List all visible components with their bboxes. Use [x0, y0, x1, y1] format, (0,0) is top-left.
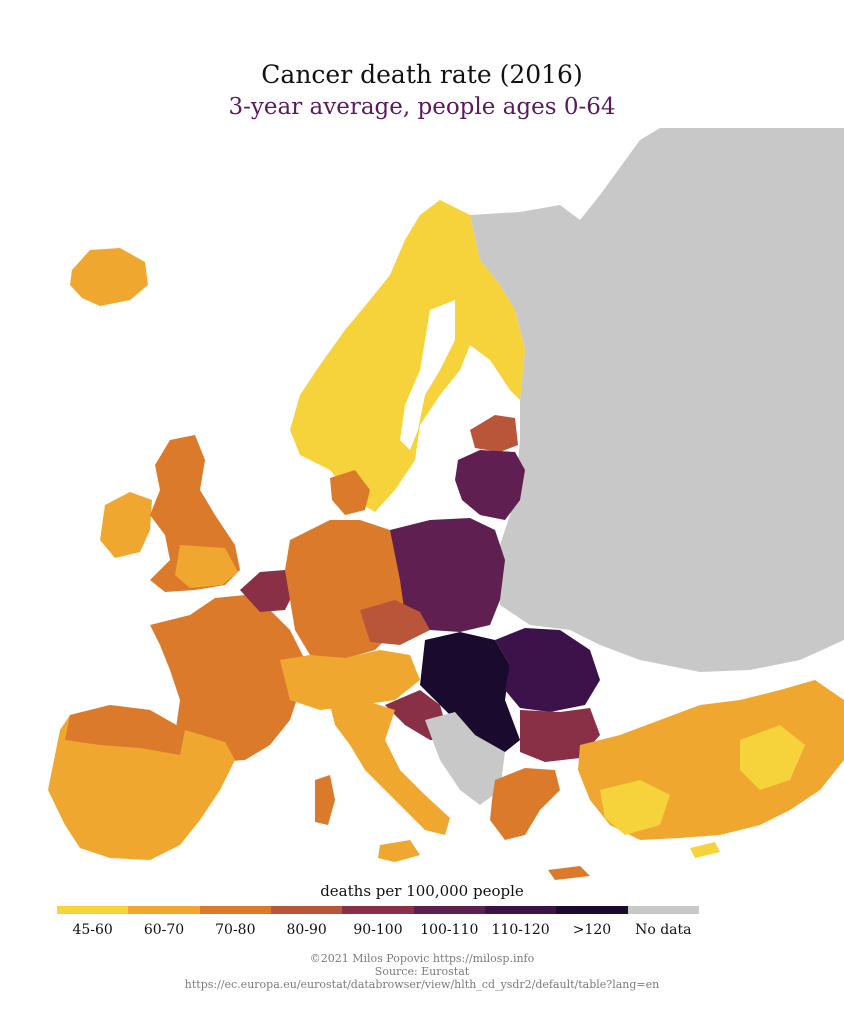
credits: ©2021 Milos Popovic https://milosp.info …	[0, 952, 844, 991]
region-france	[150, 595, 305, 762]
legend-label: 100-110	[420, 922, 479, 938]
region-latvia-lithuania	[455, 450, 525, 520]
legend-label: >120	[572, 922, 612, 938]
region-eastern-europe-nodata	[470, 128, 844, 672]
legend-swatch	[627, 906, 699, 914]
legend-label: 70-80	[215, 922, 256, 938]
credit-url: https://ec.europa.eu/eurostat/databrowse…	[184, 978, 660, 991]
region-sicily	[378, 840, 420, 862]
region-cyprus	[690, 842, 720, 858]
region-ireland	[100, 492, 152, 558]
region-benelux	[240, 570, 295, 612]
baltic-sea	[400, 300, 455, 450]
region-hungary-serbia	[420, 632, 520, 752]
legend-label: 60-70	[143, 922, 185, 938]
legend-swatch	[128, 906, 200, 914]
region-iceland	[70, 248, 148, 306]
credit-author: ©2021 Milos Popovic https://milosp.info	[309, 952, 535, 965]
region-czechia	[360, 600, 430, 645]
legend-swatch	[270, 906, 343, 914]
region-estonia	[470, 415, 518, 452]
region-sardinia	[315, 775, 335, 825]
region-greece	[490, 768, 560, 840]
legend-swatch	[413, 906, 485, 914]
region-alps	[280, 650, 420, 710]
map-subtitle: 3-year average, people ages 0-64	[228, 94, 616, 120]
region-scandinavia	[290, 200, 525, 512]
region-iberia-north	[65, 705, 185, 755]
region-uk-south	[175, 545, 238, 588]
map-title: Cancer death rate (2016)	[261, 60, 583, 89]
legend-labels: 45-60 60-70 70-80 80-90 90-100 100-110 1…	[57, 922, 699, 938]
region-turkey-west	[600, 780, 670, 835]
legend-label: 90-100	[353, 922, 403, 938]
legend-label: 45-60	[72, 922, 113, 938]
region-italy	[330, 702, 450, 835]
region-denmark	[330, 470, 370, 515]
region-romania	[495, 628, 600, 712]
legend-title: deaths per 100,000 people	[320, 882, 524, 900]
legend-swatch	[57, 906, 129, 914]
legend-swatch	[199, 906, 271, 914]
legend-swatch	[556, 906, 628, 914]
legend-swatch	[342, 906, 414, 914]
europe-map	[48, 128, 844, 880]
legend-swatches	[57, 906, 699, 914]
legend-label: 80-90	[286, 922, 327, 938]
region-crete	[548, 866, 590, 880]
legend-label: No data	[635, 922, 692, 938]
region-poland	[390, 518, 505, 632]
credit-source: Source: Eurostat	[374, 965, 470, 978]
legend-label: 110-120	[491, 922, 550, 938]
region-balkans-nodata	[425, 712, 505, 805]
region-turkey-east	[740, 725, 805, 790]
legend: 45-60 60-70 70-80 80-90 90-100 100-110 1…	[57, 906, 699, 946]
legend-swatch	[484, 906, 557, 914]
